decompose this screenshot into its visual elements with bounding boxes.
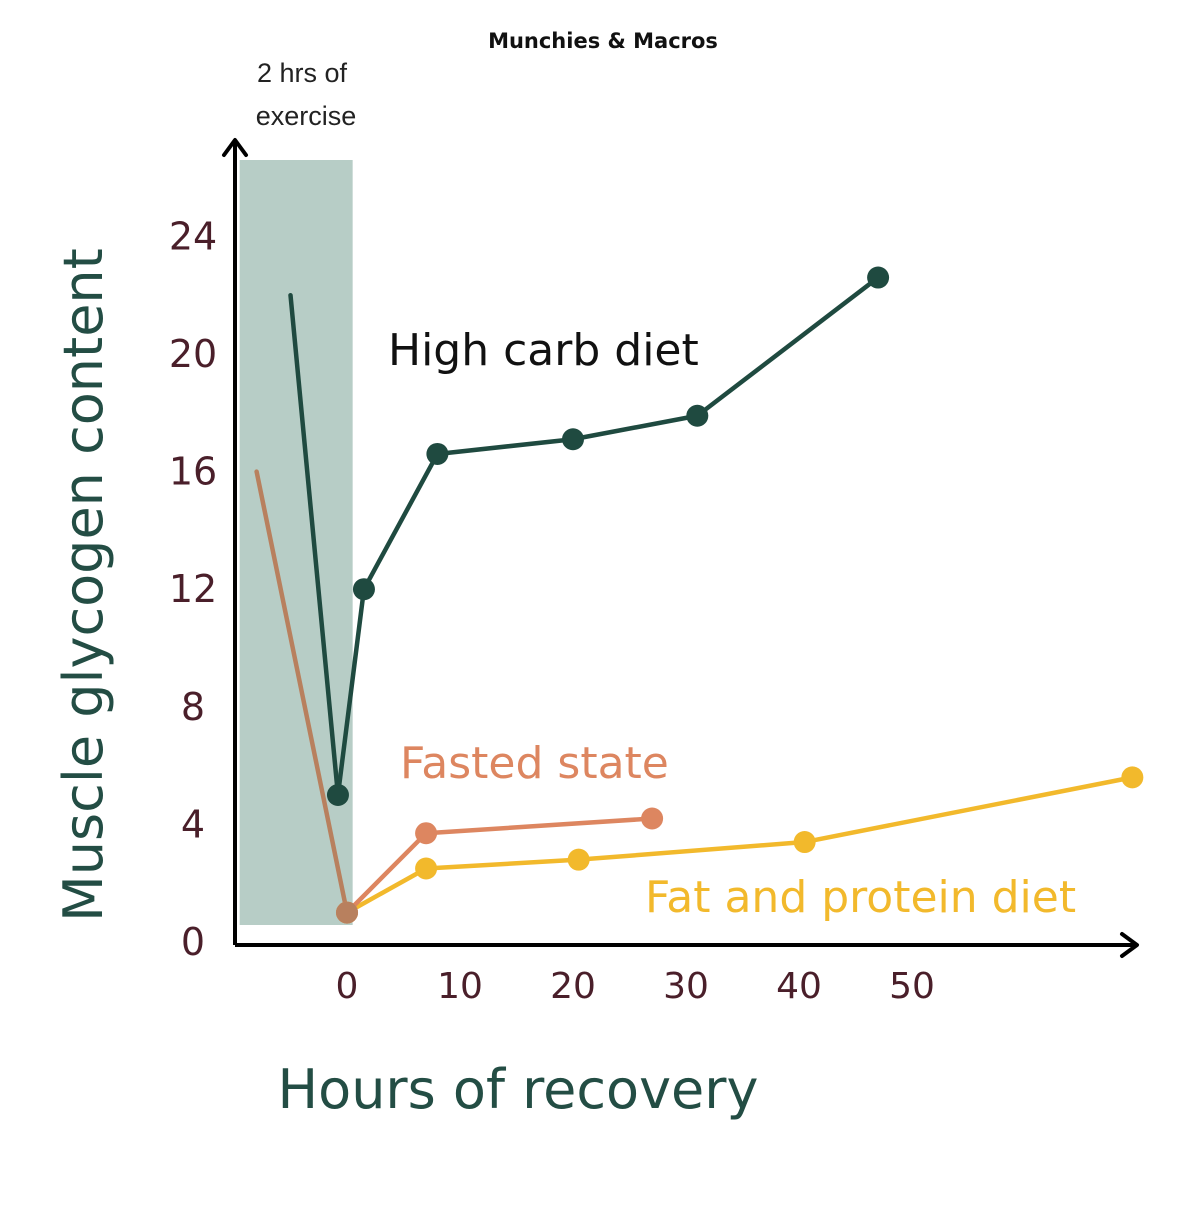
x-tick-label: 20 bbox=[550, 966, 596, 1007]
high-carb-point bbox=[352, 578, 375, 601]
brand-title: Munchies & Macros bbox=[488, 29, 718, 53]
y-tick-label: 24 bbox=[169, 214, 217, 258]
x-tick-label: 50 bbox=[889, 966, 935, 1007]
x-tick-label: 40 bbox=[776, 966, 822, 1007]
high-carb-point bbox=[867, 266, 890, 289]
exercise-note-line2: exercise bbox=[256, 101, 357, 131]
y-tick-label: 20 bbox=[169, 332, 217, 376]
fat-protein-point bbox=[1121, 766, 1144, 789]
x-tick-label: 10 bbox=[437, 966, 483, 1007]
fat-protein-point bbox=[793, 831, 816, 854]
high-carb-exercise-line bbox=[288, 292, 341, 798]
y-axis-arrowhead bbox=[222, 138, 248, 157]
fasted-exercise-line bbox=[254, 469, 350, 915]
y-tick-label: 4 bbox=[181, 802, 205, 846]
series-label-fasted-state: Fasted state bbox=[400, 738, 669, 789]
series-label-high-carb: High carb diet bbox=[388, 325, 699, 376]
y-tick-labels: 0 4 8 12 16 20 24 bbox=[169, 214, 217, 964]
y-tick-label: 0 bbox=[181, 920, 205, 964]
series-layer bbox=[254, 266, 1144, 924]
high-carb-line bbox=[335, 275, 881, 798]
fasted-state-point bbox=[415, 822, 438, 845]
fasted-state-point bbox=[641, 807, 664, 830]
y-axis-title: Muscle glycogen content bbox=[52, 248, 115, 922]
high-carb-point bbox=[686, 404, 709, 427]
x-axis-arrowhead bbox=[1120, 932, 1139, 958]
x-tick-label: 30 bbox=[663, 966, 709, 1007]
high-carb-point bbox=[562, 428, 584, 451]
fat-protein-point bbox=[567, 848, 590, 871]
x-tick-labels: 0 10 20 30 40 50 bbox=[336, 966, 935, 1007]
fat-protein-point bbox=[415, 857, 438, 880]
high-carb-point bbox=[426, 442, 449, 465]
high-carb-point bbox=[326, 784, 349, 806]
series-label-fat-protein: Fat and protein diet bbox=[645, 872, 1076, 923]
x-tick-label: 0 bbox=[336, 966, 359, 1007]
shared-start-point bbox=[336, 901, 358, 924]
y-tick-label: 16 bbox=[169, 450, 217, 494]
axes bbox=[222, 138, 1139, 958]
exercise-note-line1: 2 hrs of bbox=[257, 58, 348, 88]
y-tick-label: 8 bbox=[181, 685, 205, 729]
x-axis-title: Hours of recovery bbox=[278, 1058, 759, 1121]
y-tick-label: 12 bbox=[169, 567, 217, 611]
exercise-shaded-region bbox=[239, 160, 353, 925]
